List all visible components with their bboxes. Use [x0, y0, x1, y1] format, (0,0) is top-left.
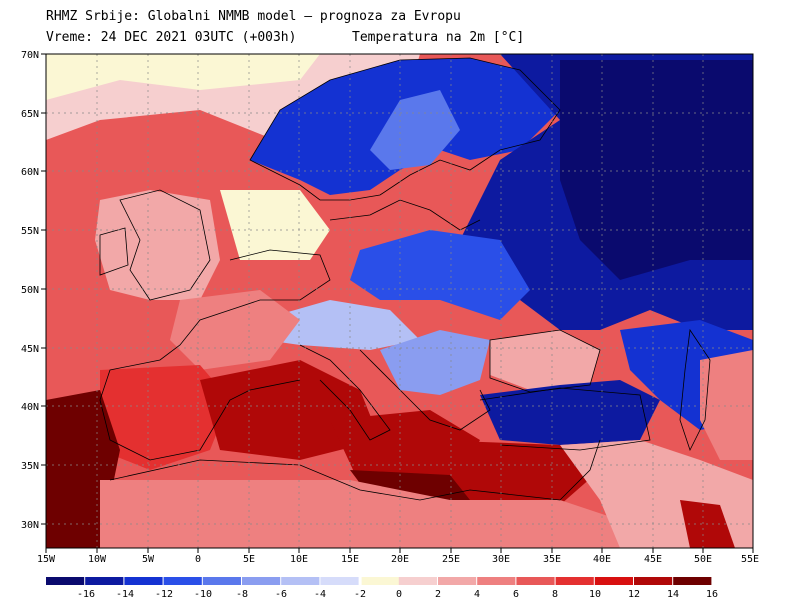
legend-tick: 12 [628, 589, 640, 600]
legend-swatch [516, 577, 555, 585]
legend-swatch [398, 577, 437, 585]
legend-swatch [594, 577, 633, 585]
coast-scandinavia [249, 57, 561, 201]
legend-tick: -4 [314, 589, 326, 600]
lat-label: 60N [21, 167, 39, 178]
grid [46, 54, 753, 548]
field-black-sea [490, 330, 600, 390]
field-west-med [200, 360, 380, 460]
field-balkans [380, 330, 490, 395]
legend-tick: 4 [474, 589, 480, 600]
field-france [170, 290, 300, 370]
field-turkey [480, 380, 660, 445]
lat-label: 30N [21, 520, 39, 531]
legend-swatch [477, 577, 516, 585]
legend-tick: 2 [435, 589, 441, 600]
legend-tick: -10 [194, 589, 212, 600]
lon-label: 50E [694, 554, 712, 565]
lon-label: 35E [543, 554, 561, 565]
legend-colorbar [46, 577, 712, 585]
coast-black-sea [489, 329, 601, 393]
coast-west-europe [99, 249, 331, 461]
field-british-isles [95, 190, 220, 300]
field-russia-core [560, 60, 753, 280]
lon-label: 40E [593, 554, 611, 565]
lat-label: 35N [21, 461, 39, 472]
field-north-africa [100, 480, 620, 548]
legend-swatch [202, 577, 241, 585]
field-greenland-sea [46, 54, 320, 100]
legend-tick: 8 [552, 589, 558, 600]
borders [99, 57, 711, 501]
legend-swatch [124, 577, 163, 585]
field-alps [260, 300, 420, 350]
coast-north-africa [109, 439, 601, 501]
legend-tick: 6 [513, 589, 519, 600]
legend-tick: 0 [396, 589, 402, 600]
lat-label: 40N [21, 402, 39, 413]
lon-labels: 15W 10W 5W 0 5E 10E 15E 20E 25E 30E 35E … [37, 554, 759, 565]
lat-label: 50N [21, 285, 39, 296]
coast-ireland [99, 227, 129, 276]
field-iberia [100, 365, 230, 470]
legend-tick: -8 [236, 589, 248, 600]
coast-caspian [679, 328, 711, 452]
legend-tick: -12 [155, 589, 173, 600]
axis-ticks [41, 53, 754, 553]
lon-label: 45E [644, 554, 662, 565]
lat-label: 45N [21, 344, 39, 355]
field-north-sea [220, 190, 330, 260]
legend-swatch [673, 577, 712, 585]
legend-swatch [85, 577, 124, 585]
legend-tick: -16 [77, 589, 95, 600]
legend-swatch [634, 577, 673, 585]
field-caspian-region [700, 350, 753, 460]
legend-tick: 16 [706, 589, 718, 600]
legend-tick: 10 [589, 589, 601, 600]
lon-label: 5W [142, 554, 155, 565]
lon-label: 25E [442, 554, 460, 565]
lat-label: 65N [21, 109, 39, 120]
lon-label: 30E [492, 554, 510, 565]
legend-tick: -14 [116, 589, 134, 600]
coast-great-britain [119, 189, 211, 301]
legend-tick: -6 [275, 589, 287, 600]
coast-baltic [329, 199, 481, 231]
lon-label: 15E [341, 554, 359, 565]
lon-label: 15W [37, 554, 56, 565]
lon-label: 0 [195, 554, 201, 565]
legend-swatch [242, 577, 281, 585]
lat-label: 70N [21, 50, 39, 61]
lon-label: 10W [88, 554, 107, 565]
legend-swatch [438, 577, 477, 585]
lat-label: 55N [21, 226, 39, 237]
lat-labels: 70N 65N 60N 55N 50N 45N 40N 35N 30N [21, 50, 39, 531]
field-east-med [430, 440, 600, 505]
legend-tick: 14 [667, 589, 679, 600]
legend-swatch [46, 577, 85, 585]
lon-label: 5E [243, 554, 255, 565]
legend-ticks: -16 -14 -12 -10 -8 -6 -4 -2 0 2 4 6 8 10… [77, 589, 718, 600]
map-field [46, 54, 753, 548]
lon-label: 10E [290, 554, 308, 565]
coast-turkey [479, 387, 651, 451]
lon-label: 20E [391, 554, 409, 565]
legend-swatch [320, 577, 359, 585]
chart-title: RHMZ Srbije: Globalni NMMB model — progn… [46, 9, 461, 24]
legend-tick: -2 [354, 589, 366, 600]
coast-balkans [359, 349, 491, 431]
lon-label: 55E [741, 554, 759, 565]
legend-swatch [281, 577, 320, 585]
legend-swatch [361, 577, 400, 585]
field-central-europe [350, 230, 530, 320]
legend-swatch [163, 577, 202, 585]
field-scandinavia-cool [370, 90, 460, 170]
forecast-time: Vreme: 24 DEC 2021 03UTC (+003h) [46, 30, 297, 45]
legend-swatch [555, 577, 594, 585]
variable-title: Temperatura na 2m [°C] [352, 30, 525, 45]
